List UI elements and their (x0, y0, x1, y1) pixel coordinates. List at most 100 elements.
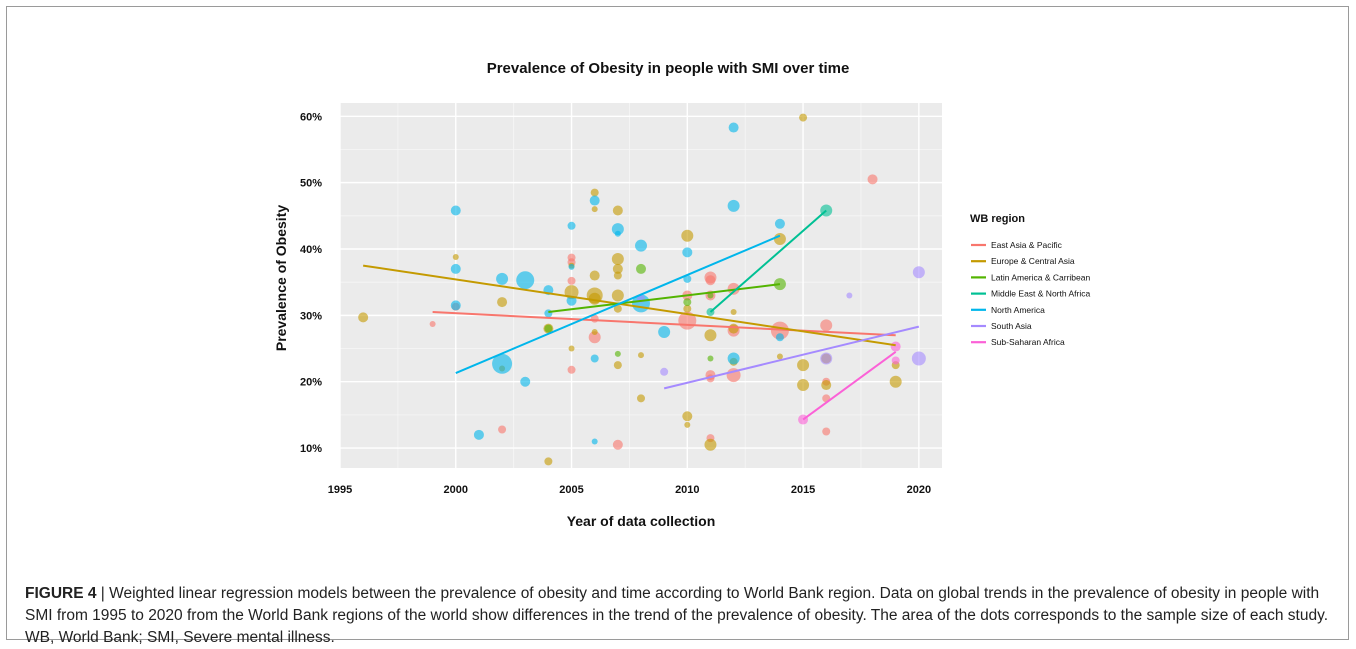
data-point (775, 333, 784, 342)
data-point (567, 276, 576, 285)
caption-label: FIGURE 4 (25, 585, 97, 602)
data-point (611, 223, 624, 236)
data-point (682, 247, 693, 258)
data-point (568, 263, 575, 270)
caption-text: | Weighted linear regression models betw… (25, 585, 1329, 646)
data-point (773, 233, 786, 246)
legend-label: North America (991, 305, 1045, 315)
data-point (774, 218, 785, 229)
data-point (776, 353, 783, 360)
data-point (588, 331, 601, 344)
y-tick-label: 60% (300, 111, 322, 123)
data-point (637, 394, 645, 403)
data-point (727, 199, 740, 212)
trend-line (548, 283, 781, 314)
data-point (770, 321, 789, 340)
data-point (544, 324, 553, 333)
data-point (682, 411, 693, 422)
x-tick-label: 2020 (907, 484, 931, 496)
data-point (613, 361, 622, 370)
data-point (613, 271, 622, 280)
data-point (704, 438, 717, 451)
data-point (614, 350, 621, 357)
x-axis-label: Year of data collection (567, 513, 716, 529)
data-point (612, 263, 623, 274)
data-point (520, 376, 531, 387)
data-point (820, 319, 833, 332)
trend-line (709, 209, 827, 313)
data-point (450, 263, 461, 274)
data-point (727, 352, 740, 365)
data-point (684, 421, 691, 428)
data-point (492, 353, 513, 374)
y-tick-label: 40% (300, 244, 322, 256)
data-point (589, 195, 600, 206)
legend-label: Europe & Central Asia (991, 256, 1075, 266)
trend-line (363, 264, 896, 347)
x-tick-label: 1995 (328, 484, 352, 496)
data-point (797, 379, 810, 392)
data-point (498, 425, 507, 434)
data-point (497, 297, 508, 308)
data-point (358, 312, 369, 323)
data-point (638, 352, 644, 359)
data-point (567, 221, 576, 230)
trend-lines (363, 209, 920, 421)
data-points (358, 113, 926, 466)
data-point (568, 345, 575, 352)
figure-caption: FIGURE 4 | Weighted linear regression mo… (25, 583, 1335, 649)
data-point (611, 289, 624, 302)
figure-frame (6, 6, 1349, 640)
legend-label: Middle East & North Africa (991, 289, 1090, 299)
data-point (799, 113, 808, 122)
data-point (867, 174, 878, 185)
y-tick-label: 20% (300, 377, 322, 389)
trend-line (663, 325, 920, 390)
x-tick-label: 2010 (675, 484, 699, 496)
data-point (890, 341, 901, 352)
y-tick-label: 50% (300, 178, 322, 190)
data-point (452, 253, 459, 260)
data-point (658, 325, 671, 338)
data-point (704, 329, 717, 342)
data-point (912, 266, 925, 279)
data-point (635, 239, 647, 252)
data-point (516, 271, 535, 290)
data-point (705, 275, 716, 286)
trend-line (432, 311, 896, 337)
data-point (891, 356, 900, 365)
data-point (612, 205, 623, 216)
scatter-chart: Prevalence of Obesity in people with SMI… (273, 60, 1090, 529)
data-point (567, 365, 576, 374)
data-point (797, 359, 810, 372)
data-point (728, 323, 739, 334)
data-point (496, 272, 509, 285)
data-point (544, 309, 553, 318)
x-tick-label: 2015 (791, 484, 815, 496)
data-point (820, 352, 833, 365)
legend-title: WB region (970, 213, 1025, 225)
data-point (590, 354, 599, 363)
trend-line (802, 351, 897, 421)
y-axis-label: Prevalence of Obesity (273, 205, 289, 352)
data-point (591, 438, 598, 445)
data-point (473, 429, 484, 440)
data-point (544, 457, 553, 466)
data-point (429, 320, 436, 327)
chart-title: Prevalence of Obesity in people with SMI… (487, 60, 850, 77)
data-point (588, 292, 601, 305)
legend-label: Sub-Saharan Africa (991, 337, 1065, 347)
y-tick-label: 10% (300, 443, 322, 455)
data-point (822, 427, 831, 436)
legend: WB region East Asia & Pacific Europe & Ce… (970, 213, 1090, 347)
data-point (660, 367, 669, 376)
data-point (707, 292, 714, 299)
data-point (846, 292, 853, 299)
data-point (728, 122, 739, 133)
data-point (589, 270, 600, 281)
data-point (612, 439, 623, 450)
data-point (821, 380, 832, 391)
data-point (911, 351, 926, 366)
data-point (636, 263, 646, 274)
data-point (614, 230, 621, 237)
